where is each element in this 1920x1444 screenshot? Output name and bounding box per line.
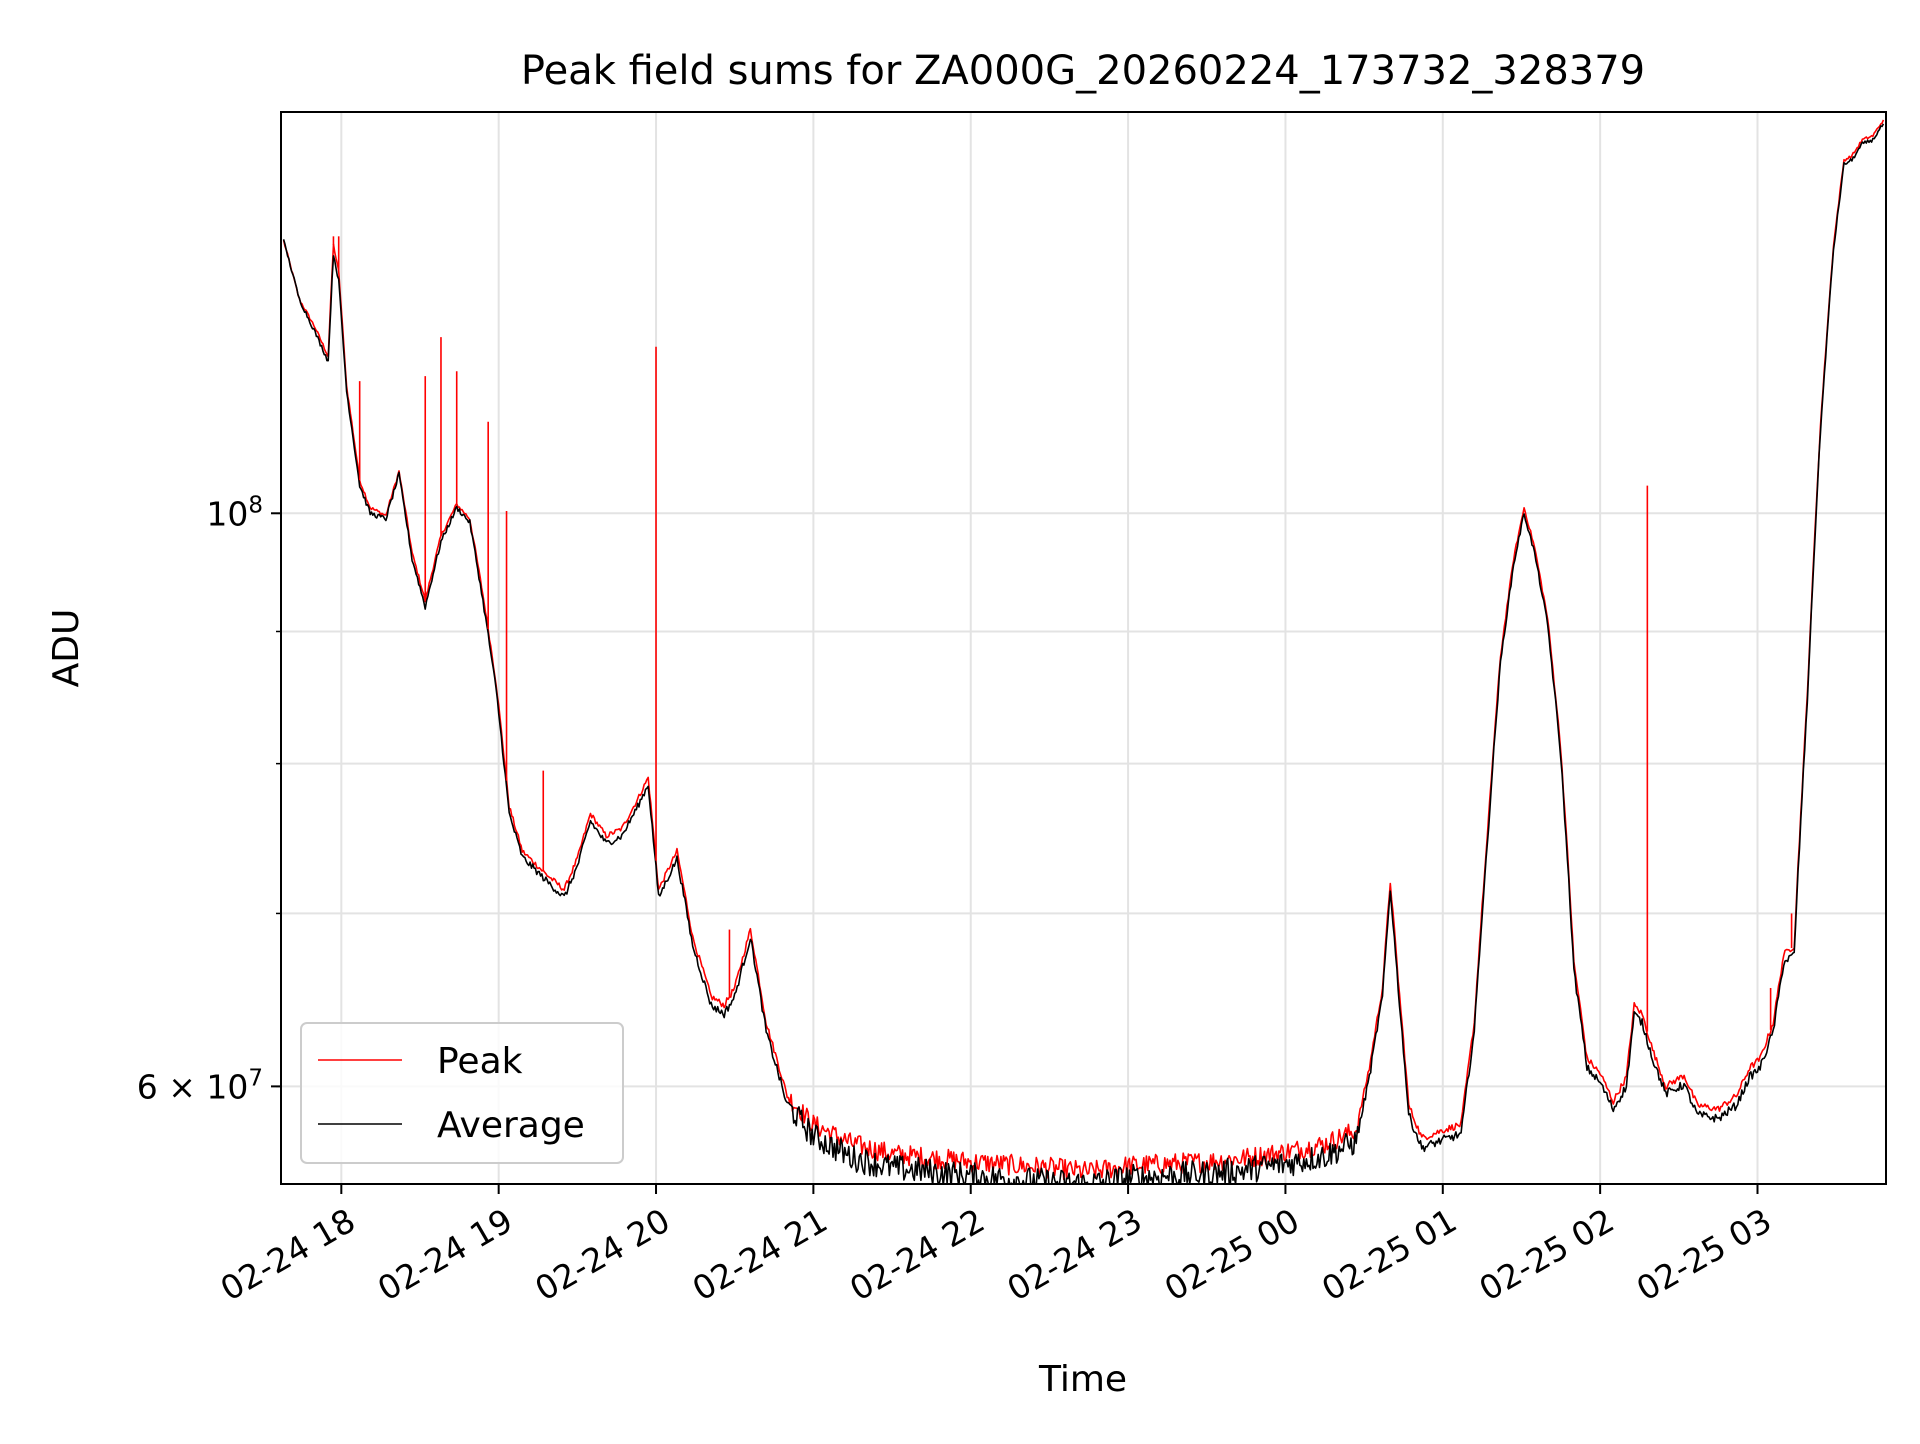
y-axis-label: ADU bbox=[46, 609, 87, 688]
y-tick-label: 6 × 107 bbox=[137, 1065, 263, 1106]
chart-title: Peak field sums for ZA000G_20260224_1737… bbox=[521, 48, 1645, 94]
series-line-peak bbox=[282, 119, 1885, 1181]
grid-layer bbox=[281, 112, 1886, 1184]
plot-frame bbox=[280, 111, 1887, 1185]
legend-average-label: Average bbox=[437, 1105, 585, 1146]
legend: Peak Average bbox=[300, 1022, 624, 1164]
legend-box bbox=[300, 1022, 624, 1164]
series-line-average bbox=[282, 123, 1885, 1184]
plot-area bbox=[282, 119, 1885, 1184]
series-layer bbox=[282, 119, 1885, 1184]
x-axis-label: Time bbox=[1038, 1359, 1127, 1400]
legend-peak-label: Peak bbox=[437, 1041, 523, 1082]
